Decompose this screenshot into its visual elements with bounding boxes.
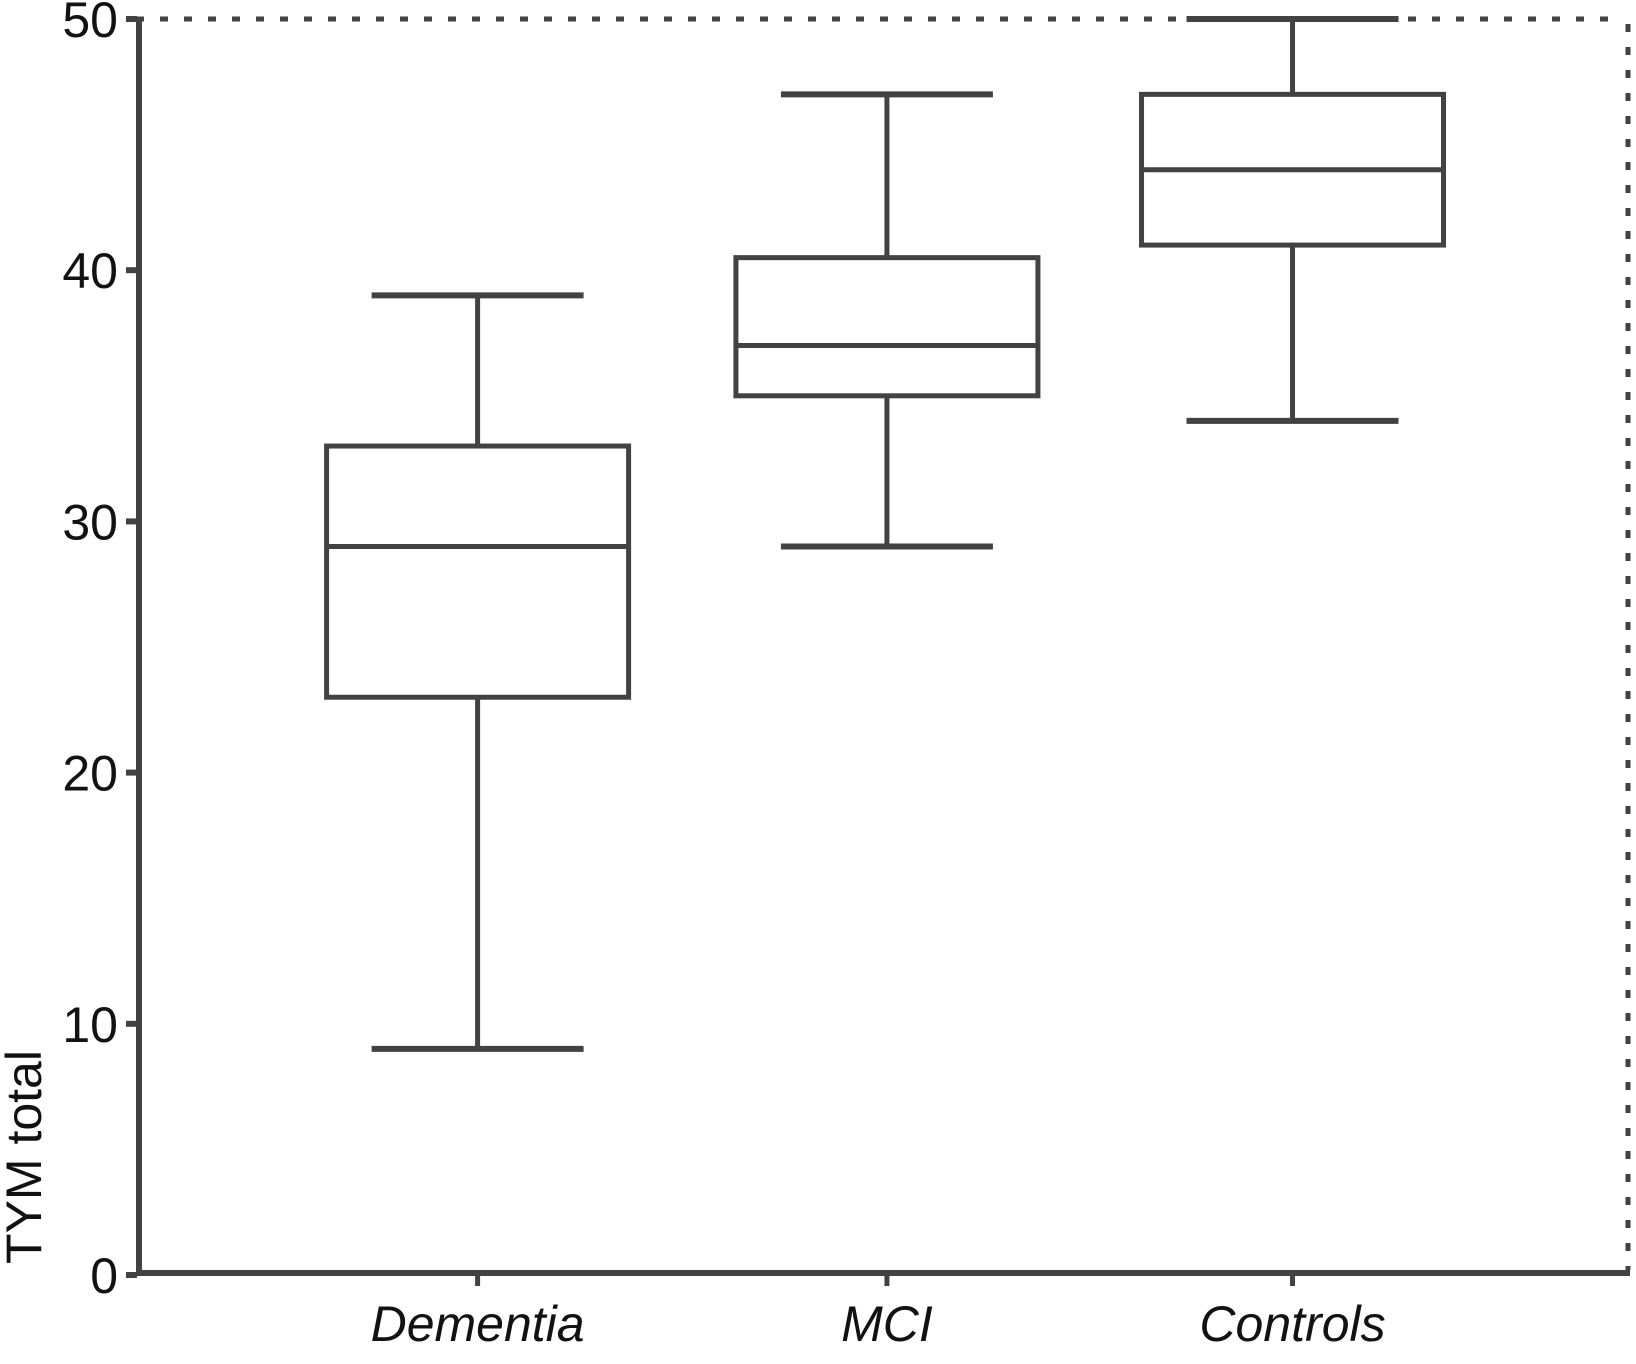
iqr-box-mci [733, 255, 1041, 399]
y-tick-label-40: 40 [62, 243, 118, 299]
y-tick-label-20: 20 [62, 746, 118, 802]
y-tick-label-50: 50 [62, 0, 118, 48]
x-category-label-controls: Controls [1199, 1296, 1385, 1352]
y-tick-label-30: 30 [62, 494, 118, 550]
y-tick-label-10: 10 [62, 997, 118, 1053]
x-category-label-dementia: Dementia [371, 1296, 585, 1352]
x-category-label-mci: MCI [841, 1296, 933, 1352]
y-axis-label: TYM total [0, 1050, 52, 1264]
iqr-box-dementia [324, 443, 632, 700]
y-tick-label-0: 0 [90, 1248, 118, 1304]
